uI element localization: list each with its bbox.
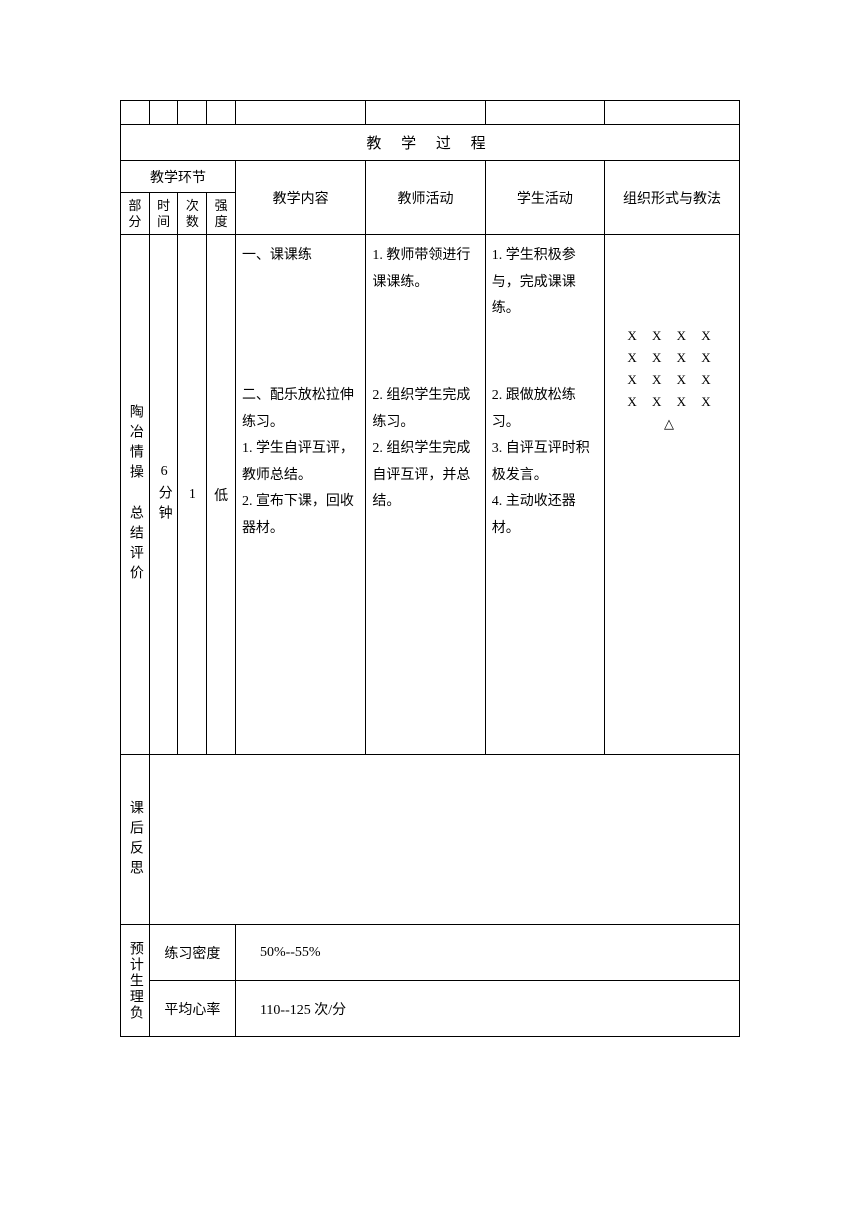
formation-diagram: X X X X X X X X X X X X X X X X △ (605, 325, 739, 435)
content-cell: 一、课课练 二、配乐放松拉伸练习。 1. 学生自评互评，教师总结。 2. 宣布下… (235, 235, 365, 755)
header-part: 部分 (121, 193, 150, 235)
part-label: 陶冶情操 总结评价 (121, 235, 150, 755)
time-cell: 6分钟 (149, 235, 178, 755)
header-segment: 教学环节 (121, 161, 236, 193)
teacher-block-1: 1. 教师带领进行课课练。 (372, 243, 478, 383)
teacher-block-2: 2. 组织学生完成练习。 2. 组织学生完成自评互评，并总结。 (372, 383, 478, 516)
header-intensity: 强度 (207, 193, 236, 235)
process-title: 教 学 过 程 (121, 125, 740, 161)
content-block-2: 二、配乐放松拉伸练习。 1. 学生自评互评，教师总结。 2. 宣布下课，回收器材… (242, 383, 359, 543)
header-student: 学生活动 (485, 161, 604, 235)
intensity-cell: 低 (207, 235, 236, 755)
reflect-label: 课后反思 (121, 755, 150, 925)
top-empty-row (121, 101, 740, 125)
hr-value: 110--125 次/分 (235, 981, 739, 1037)
header-time: 时间 (149, 193, 178, 235)
header-count: 次数 (178, 193, 207, 235)
density-label: 练习密度 (149, 925, 235, 981)
density-value: 50%--55% (235, 925, 739, 981)
header-orgmethod: 组织形式与教法 (605, 161, 740, 235)
header-content: 教学内容 (235, 161, 365, 235)
hr-label: 平均心率 (149, 981, 235, 1037)
student-cell: 1. 学生积极参与，完成课课练。 2. 跟做放松练习。 3. 自评互评时积极发言… (485, 235, 604, 755)
formation-cell: X X X X X X X X X X X X X X X X △ (605, 235, 740, 755)
physio-side-label: 预计生理负 (121, 925, 150, 1037)
student-block-2: 2. 跟做放松练习。 3. 自评互评时积极发言。 4. 主动收还器材。 (492, 383, 598, 543)
content-block-1: 一、课课练 (242, 243, 359, 383)
count-cell: 1 (178, 235, 207, 755)
lesson-plan-table: 教 学 过 程 教学环节 教学内容 教师活动 学生活动 组织形式与教法 部分 时… (120, 100, 740, 1037)
header-teacher: 教师活动 (366, 161, 485, 235)
teacher-cell: 1. 教师带领进行课课练。 2. 组织学生完成练习。 2. 组织学生完成自评互评… (366, 235, 485, 755)
reflect-content (149, 755, 739, 925)
student-block-1: 1. 学生积极参与，完成课课练。 (492, 243, 598, 383)
